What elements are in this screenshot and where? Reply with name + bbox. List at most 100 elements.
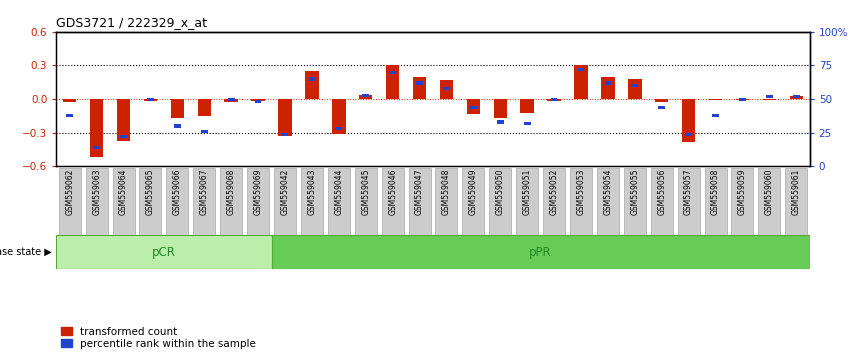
Bar (308, 78, 315, 80)
Bar (171, 99, 184, 118)
Text: GSM559069: GSM559069 (254, 169, 262, 215)
Text: GSM559051: GSM559051 (523, 169, 532, 215)
Bar (739, 98, 746, 101)
FancyBboxPatch shape (247, 168, 269, 235)
Bar (197, 99, 211, 116)
FancyBboxPatch shape (272, 235, 810, 269)
Text: GSM559067: GSM559067 (200, 169, 209, 215)
Bar (94, 146, 100, 149)
Bar (793, 95, 799, 98)
Bar (63, 99, 76, 103)
Text: GSM559052: GSM559052 (550, 169, 559, 215)
Text: GSM559048: GSM559048 (442, 169, 451, 215)
FancyBboxPatch shape (489, 168, 511, 235)
Bar (766, 95, 772, 98)
Bar (201, 130, 208, 133)
Bar (682, 99, 695, 142)
Bar (359, 95, 372, 99)
Bar (90, 99, 103, 158)
Text: GSM559063: GSM559063 (92, 169, 101, 215)
Bar (117, 99, 130, 141)
Text: GSM559054: GSM559054 (604, 169, 612, 215)
Bar (524, 122, 531, 125)
FancyBboxPatch shape (650, 168, 673, 235)
FancyBboxPatch shape (759, 168, 780, 235)
Bar (386, 65, 399, 99)
Bar (790, 96, 803, 99)
Bar (390, 71, 396, 74)
FancyBboxPatch shape (597, 168, 619, 235)
FancyBboxPatch shape (166, 168, 189, 235)
Text: GSM559059: GSM559059 (738, 169, 747, 215)
Text: GSM559055: GSM559055 (630, 169, 639, 215)
Text: GSM559068: GSM559068 (227, 169, 236, 215)
FancyBboxPatch shape (56, 235, 272, 269)
Bar (578, 68, 585, 71)
FancyBboxPatch shape (732, 168, 753, 235)
Text: GSM559044: GSM559044 (334, 169, 343, 215)
Text: pPR: pPR (529, 246, 552, 259)
FancyBboxPatch shape (570, 168, 592, 235)
FancyBboxPatch shape (59, 168, 81, 235)
FancyBboxPatch shape (436, 168, 457, 235)
FancyBboxPatch shape (139, 168, 161, 235)
Text: GSM559057: GSM559057 (684, 169, 693, 215)
FancyBboxPatch shape (220, 168, 242, 235)
FancyBboxPatch shape (328, 168, 350, 235)
Bar (658, 105, 665, 109)
FancyBboxPatch shape (516, 168, 538, 235)
FancyBboxPatch shape (785, 168, 807, 235)
Text: GSM559050: GSM559050 (495, 169, 505, 215)
Bar (224, 99, 238, 103)
FancyBboxPatch shape (274, 168, 296, 235)
Bar (470, 105, 476, 109)
FancyBboxPatch shape (677, 168, 700, 235)
FancyBboxPatch shape (382, 168, 404, 235)
Bar (685, 132, 692, 136)
Bar (335, 127, 342, 130)
Text: GSM559065: GSM559065 (146, 169, 155, 215)
Bar (712, 114, 719, 117)
Text: GSM559046: GSM559046 (388, 169, 397, 215)
Bar (362, 93, 369, 97)
Text: GSM559047: GSM559047 (415, 169, 424, 215)
FancyBboxPatch shape (86, 168, 107, 235)
Text: GSM559049: GSM559049 (469, 169, 478, 215)
Bar (228, 98, 235, 101)
Bar (278, 99, 292, 136)
Bar (494, 99, 507, 118)
Bar (120, 135, 127, 138)
Text: GSM559042: GSM559042 (281, 169, 289, 215)
Bar (601, 77, 615, 99)
Bar (467, 99, 480, 114)
Bar (604, 81, 611, 85)
Text: GSM559058: GSM559058 (711, 169, 720, 215)
FancyBboxPatch shape (409, 168, 430, 235)
Text: GSM559053: GSM559053 (577, 169, 585, 215)
Bar (763, 99, 776, 100)
FancyBboxPatch shape (705, 168, 727, 235)
Bar (736, 99, 749, 100)
Text: disease state ▶: disease state ▶ (0, 247, 52, 257)
Bar (547, 99, 561, 101)
Bar (628, 79, 642, 99)
FancyBboxPatch shape (355, 168, 377, 235)
Text: GDS3721 / 222329_x_at: GDS3721 / 222329_x_at (56, 16, 207, 29)
Bar (440, 80, 453, 99)
Bar (413, 77, 426, 99)
Text: GSM559062: GSM559062 (65, 169, 74, 215)
Bar (144, 99, 158, 101)
Bar (551, 98, 558, 101)
Bar (443, 87, 449, 90)
Bar (520, 99, 534, 113)
Bar (251, 99, 265, 101)
Bar (67, 114, 73, 117)
Bar (497, 120, 504, 124)
Text: GSM559060: GSM559060 (765, 169, 774, 215)
Text: GSM559061: GSM559061 (792, 169, 801, 215)
FancyBboxPatch shape (113, 168, 134, 235)
Bar (281, 132, 288, 136)
Bar (574, 65, 588, 99)
Bar (332, 99, 346, 134)
Text: GSM559043: GSM559043 (307, 169, 316, 215)
